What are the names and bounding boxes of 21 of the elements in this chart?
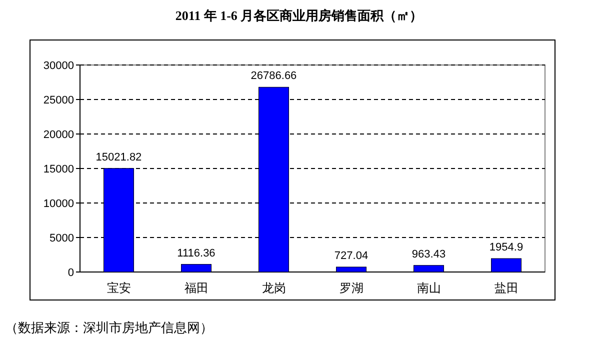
chart-title: 2011 年 1-6 月各区商业用房销售面积（㎡） (175, 8, 423, 23)
x-tick-label: 福田 (184, 281, 208, 295)
data-label: 1116.36 (177, 247, 216, 260)
data-label: 15021.82 (96, 151, 142, 164)
text: （数据来源：深圳市房地产信息网） (5, 320, 213, 335)
data-label: 963.43 (412, 248, 446, 260)
y-tick-label: 20000 (43, 129, 74, 141)
x-tick-label: 龙岗 (262, 281, 286, 295)
data-label: 1954.9 (489, 242, 524, 254)
y-tick-label: 5000 (50, 232, 74, 244)
x-tick-label: 南山 (416, 281, 441, 295)
y-tick-label: 0 (68, 267, 74, 279)
data-label: 26786.66 (250, 70, 297, 82)
y-tick-label: 10000 (43, 198, 74, 210)
y-tick-label: 15000 (43, 164, 74, 176)
x-tick-label: 宝安 (106, 281, 131, 295)
x-tick-label: 盐田 (494, 281, 518, 295)
y-tick-label: 30000 (43, 60, 74, 72)
x-tick-label: 罗湖 (339, 281, 364, 295)
data-label: 727.04 (334, 250, 368, 262)
y-tick-label: 25000 (43, 94, 74, 106)
